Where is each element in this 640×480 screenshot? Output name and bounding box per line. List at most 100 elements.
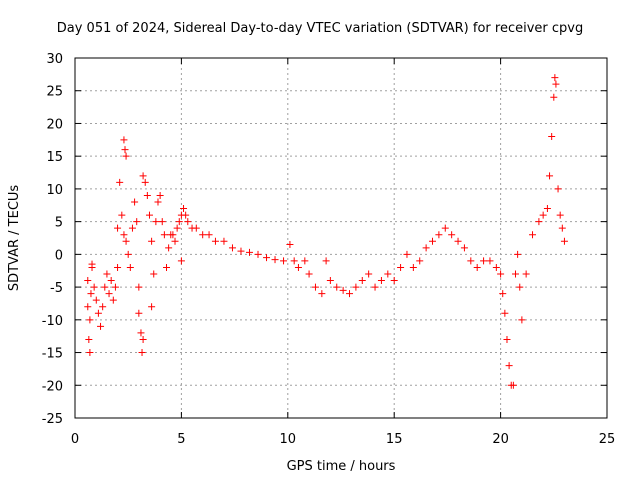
- data-point-marker: [122, 237, 130, 245]
- data-point-marker: [111, 283, 119, 291]
- data-point-marker: [171, 237, 179, 245]
- data-point-marker: [435, 231, 443, 239]
- data-point-marker: [90, 283, 98, 291]
- data-point-marker: [86, 349, 94, 357]
- data-point-marker: [175, 218, 183, 226]
- data-point-marker: [358, 277, 366, 285]
- data-point-marker: [560, 237, 568, 245]
- data-point-marker: [120, 136, 128, 144]
- y-tick-label: -25: [42, 412, 63, 427]
- data-point-marker: [518, 316, 526, 324]
- data-point-marker: [311, 283, 319, 291]
- data-point-marker: [211, 237, 219, 245]
- data-point-marker: [152, 218, 160, 226]
- data-point-marker: [199, 231, 207, 239]
- x-tick-label: 20: [492, 432, 509, 447]
- data-point-marker: [554, 185, 562, 193]
- data-point-marker: [122, 152, 130, 160]
- data-point-marker: [429, 237, 437, 245]
- data-point-marker: [514, 250, 522, 258]
- data-point-marker: [84, 277, 92, 285]
- data-point-marker: [403, 250, 411, 258]
- data-point-marker: [552, 80, 560, 88]
- y-tick-label: 20: [46, 117, 63, 132]
- data-point-marker: [409, 263, 417, 271]
- data-point-marker: [138, 349, 146, 357]
- x-tick-label: 5: [177, 432, 185, 447]
- data-point-marker: [263, 254, 271, 262]
- data-points: [84, 74, 568, 389]
- data-point-marker: [150, 270, 158, 278]
- data-point-marker: [124, 250, 132, 258]
- data-point-marker: [88, 260, 96, 268]
- data-point-marker: [499, 290, 507, 298]
- y-tick-label: 10: [46, 183, 63, 198]
- data-point-marker: [480, 257, 488, 265]
- data-point-marker: [135, 283, 143, 291]
- data-point-marker: [333, 283, 341, 291]
- chart-title: Day 051 of 2024, Sidereal Day-to-day VTE…: [57, 21, 583, 36]
- data-point-marker: [118, 211, 126, 219]
- y-tick-label: 5: [55, 216, 63, 231]
- data-point-marker: [158, 218, 166, 226]
- data-point-marker: [460, 244, 468, 252]
- data-point-marker: [294, 263, 302, 271]
- data-point-marker: [390, 277, 398, 285]
- data-point-marker: [182, 211, 190, 219]
- data-point-marker: [114, 263, 122, 271]
- data-point-marker: [352, 283, 360, 291]
- data-point-marker: [326, 277, 334, 285]
- data-point-marker: [107, 277, 115, 285]
- x-tick-label: 25: [599, 432, 616, 447]
- data-point-marker: [84, 303, 92, 311]
- data-point-marker: [467, 257, 475, 265]
- data-point-marker: [184, 218, 192, 226]
- data-point-marker: [105, 290, 113, 298]
- data-point-marker: [539, 211, 547, 219]
- data-point-marker: [116, 178, 124, 186]
- data-point-marker: [543, 205, 551, 213]
- x-axis-label: GPS time / hours: [287, 459, 396, 474]
- data-point-marker: [92, 296, 100, 304]
- data-point-marker: [535, 218, 543, 226]
- data-point-marker: [318, 290, 326, 298]
- data-point-marker: [109, 296, 117, 304]
- data-point-marker: [139, 172, 147, 180]
- data-point-marker: [548, 133, 556, 141]
- data-point-marker: [114, 224, 122, 232]
- data-point-marker: [448, 231, 456, 239]
- data-point-marker: [177, 257, 185, 265]
- data-point-marker: [346, 290, 354, 298]
- data-point-marker: [131, 198, 139, 206]
- data-point-marker: [501, 309, 509, 317]
- axis-ticks: [74, 57, 608, 419]
- data-point-marker: [139, 335, 147, 343]
- data-point-marker: [97, 322, 105, 330]
- y-tick-label: 25: [46, 85, 63, 100]
- data-point-marker: [237, 247, 245, 255]
- data-point-marker: [163, 263, 171, 271]
- data-point-marker: [486, 257, 494, 265]
- data-point-marker: [454, 237, 462, 245]
- data-point-marker: [137, 329, 145, 337]
- data-point-marker: [169, 231, 177, 239]
- data-point-marker: [103, 270, 111, 278]
- data-point-marker: [286, 241, 294, 249]
- data-point-marker: [397, 263, 405, 271]
- data-point-marker: [143, 191, 151, 199]
- data-point-marker: [205, 231, 213, 239]
- data-point-marker: [505, 362, 513, 370]
- data-point-marker: [301, 257, 309, 265]
- data-point-marker: [384, 270, 392, 278]
- data-point-marker: [128, 224, 136, 232]
- data-point-marker: [148, 237, 156, 245]
- y-tick-label: -10: [42, 314, 63, 329]
- data-point-marker: [141, 178, 149, 186]
- data-point-marker: [305, 270, 313, 278]
- data-point-marker: [254, 250, 262, 258]
- data-point-marker: [228, 244, 236, 252]
- data-point-marker: [371, 283, 379, 291]
- data-point-marker: [473, 263, 481, 271]
- data-point-marker: [245, 248, 253, 256]
